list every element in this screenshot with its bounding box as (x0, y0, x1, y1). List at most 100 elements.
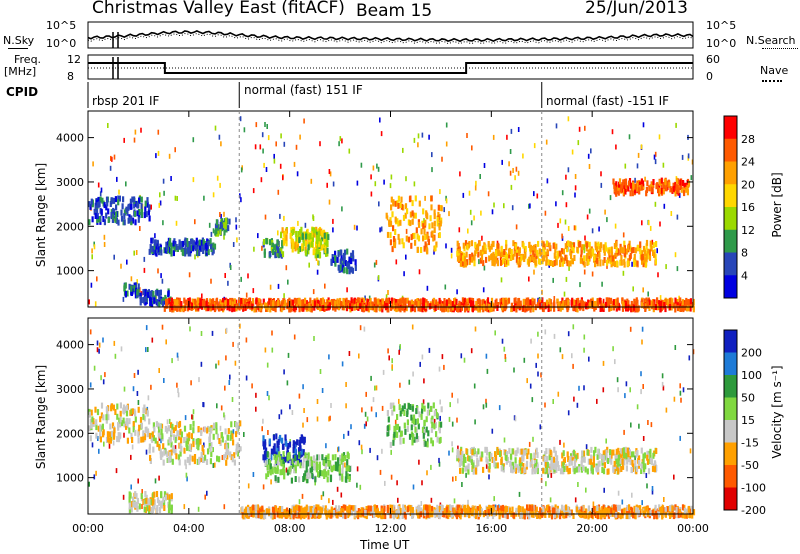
power-speckle (133, 137, 136, 143)
power-cell (314, 229, 317, 236)
velocity-speckle (285, 467, 288, 473)
power-cell (420, 228, 423, 235)
power-cell (313, 231, 316, 238)
velocity-cell (472, 462, 475, 469)
power-cell (349, 266, 352, 273)
power-cell (491, 257, 494, 264)
velocity-cell (546, 455, 549, 462)
velocity-cell (148, 443, 151, 450)
velocity-cell (686, 511, 689, 518)
velocity-cell (386, 425, 390, 432)
power-speckle (235, 217, 237, 223)
power-cell (632, 247, 635, 253)
velocity-cell (174, 425, 177, 432)
velocity-cell (401, 405, 404, 412)
power-cell (672, 182, 675, 189)
power-speckle (157, 268, 159, 274)
velocity-speckle (330, 403, 332, 408)
velocity-cell (552, 463, 555, 470)
power-cell (173, 298, 176, 305)
velocity-speckle (224, 385, 226, 391)
velocity-cell (341, 475, 344, 482)
velocity-cell (135, 501, 138, 508)
power-speckle (265, 167, 268, 172)
power-cell (532, 306, 535, 313)
power-cell (307, 248, 310, 255)
velocity-cell (593, 450, 596, 457)
velocity-cell (465, 448, 468, 455)
power-cell (637, 305, 640, 312)
power-cell (408, 196, 412, 203)
velocity-cell (413, 418, 416, 425)
velocity-cell (323, 473, 326, 479)
velocity-cell (226, 442, 230, 449)
velocity-cell (89, 418, 92, 425)
power-speckle (125, 181, 127, 187)
power-cell (656, 182, 659, 189)
nsearch-legend-line (762, 48, 798, 49)
velocity-speckle (494, 330, 496, 336)
velocity-cell (570, 459, 573, 466)
velocity-speckle (647, 420, 649, 425)
power-cell (540, 249, 543, 256)
power-speckle (522, 153, 524, 159)
velocity-cell (310, 466, 314, 473)
power-cell (301, 233, 304, 240)
power-cell (496, 305, 499, 311)
velocity-cell (592, 455, 595, 462)
velocity-speckle (336, 486, 339, 492)
velocity-cell (163, 491, 167, 498)
power-cell (350, 252, 353, 259)
velocity-cell (151, 431, 154, 438)
velocity-cell (323, 469, 326, 476)
velocity-cell (294, 448, 297, 455)
velocity-speckle (470, 348, 473, 354)
power-cell (634, 187, 637, 194)
power-cell (298, 237, 301, 244)
power-cell (192, 245, 195, 252)
power-cell (437, 204, 440, 211)
power-speckle (614, 223, 617, 229)
velocity-cell (605, 449, 608, 456)
power-cell (585, 245, 588, 252)
velocity-cell (310, 460, 313, 467)
power-cell (643, 257, 646, 264)
velocity-cell (440, 421, 443, 428)
velocity-cell (102, 414, 105, 421)
power-cell (637, 187, 640, 194)
power-cell (587, 249, 590, 256)
velocity-speckle (219, 425, 222, 431)
velocity-cell (186, 438, 189, 445)
velocity-cell (196, 438, 199, 445)
velocity-cell (183, 425, 187, 432)
power-cell (529, 303, 532, 310)
power-cell (610, 246, 613, 253)
power-speckle (223, 211, 225, 217)
power-cell (460, 304, 464, 311)
power-speckle (346, 287, 348, 293)
power-cell (483, 300, 486, 307)
velocity-cell (619, 457, 622, 464)
power-speckle (500, 277, 503, 283)
power-cell (255, 306, 258, 313)
power-cell (216, 230, 219, 237)
velocity-cell (436, 504, 439, 511)
velocity-speckle (302, 384, 304, 390)
power-cell (96, 202, 99, 209)
power-speckle (644, 176, 646, 182)
velocity-cell (345, 476, 348, 483)
velocity-speckle (453, 498, 456, 504)
velocity-cell (278, 451, 281, 458)
power-cell (277, 251, 280, 257)
power-cell (559, 305, 562, 312)
power-cell (359, 303, 362, 310)
power-cell (409, 211, 412, 218)
power-cell (93, 208, 96, 215)
power-speckle (654, 159, 657, 165)
velocity-cell (140, 422, 143, 429)
power-cell (295, 298, 298, 305)
power-speckle (296, 171, 299, 177)
power-speckle (470, 220, 473, 226)
velocity-speckle (280, 409, 283, 415)
power-cell (531, 254, 534, 261)
